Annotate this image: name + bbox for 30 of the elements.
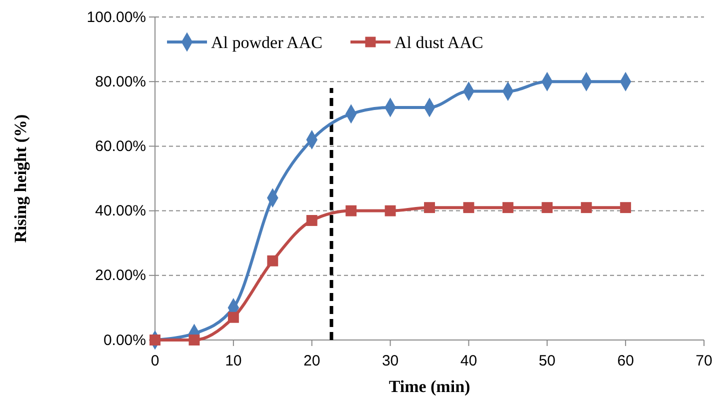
point xyxy=(346,205,357,216)
y-tick-label: 80.00% xyxy=(95,73,146,90)
x-tick-label: 30 xyxy=(382,352,399,370)
point xyxy=(306,215,318,226)
x-tick-label: 10 xyxy=(225,352,242,370)
point xyxy=(188,334,200,346)
point xyxy=(502,202,514,214)
point xyxy=(542,202,553,214)
point xyxy=(463,202,474,214)
x-tick-label: 60 xyxy=(617,352,634,370)
legend-label: Al powder AAC xyxy=(211,33,322,52)
point xyxy=(424,202,435,214)
legend-label: Al dust AAC xyxy=(394,33,484,52)
x-tick-label: 20 xyxy=(304,352,320,370)
point xyxy=(267,255,278,266)
x-tick-label: 70 xyxy=(696,352,712,370)
point xyxy=(580,202,592,214)
point xyxy=(384,205,396,216)
y-tick-label: 100.00% xyxy=(86,8,146,26)
y-tick-label: 40.00% xyxy=(95,202,146,220)
point xyxy=(228,312,239,323)
x-axis-title: Time (min) xyxy=(388,377,470,396)
y-tick-label: 20.00% xyxy=(95,267,146,284)
x-tick-label: 50 xyxy=(538,352,556,370)
y-tick-label: 60.00% xyxy=(95,138,146,155)
y-axis-title: Rising height (%) xyxy=(11,114,30,243)
x-tick-label: 0 xyxy=(150,352,160,370)
x-tick-label: 40 xyxy=(460,352,478,370)
point xyxy=(620,202,632,214)
y-tick-label: 0.00% xyxy=(103,332,146,349)
